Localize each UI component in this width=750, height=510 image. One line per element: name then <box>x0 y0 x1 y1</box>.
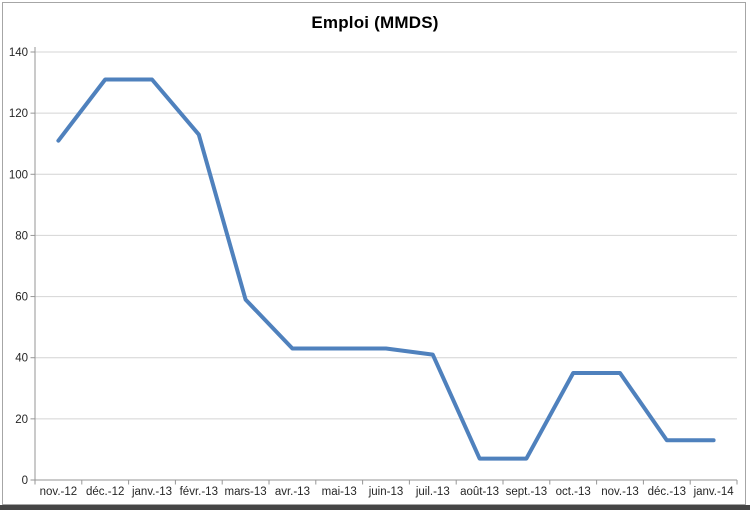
x-tick-label: janv.-13 <box>131 486 172 498</box>
x-tick-label: juin-13 <box>368 486 404 498</box>
x-tick-label: déc.-12 <box>86 486 124 498</box>
y-tick-label: 120 <box>9 108 28 120</box>
x-tick-label: août-13 <box>460 486 499 498</box>
x-tick-label: avr.-13 <box>275 486 310 498</box>
chart-frame <box>2 2 746 505</box>
y-tick-label: 20 <box>15 414 28 426</box>
x-tick-label: mai-13 <box>322 486 357 498</box>
y-tick-label: 40 <box>15 353 28 365</box>
x-tick-label: juil.-13 <box>415 486 450 498</box>
y-tick-label: 60 <box>15 292 28 304</box>
x-tick-label: mars-13 <box>225 486 267 498</box>
x-tick-label: févr.-13 <box>180 486 218 498</box>
x-tick-label: nov.-12 <box>40 486 78 498</box>
y-tick-label: 140 <box>9 47 28 59</box>
window-bottom-edge <box>0 505 750 510</box>
data-series-line <box>56 77 716 461</box>
chart-title: Emploi (MMDS) <box>311 13 439 32</box>
x-tick-label: janv.-14 <box>693 486 735 498</box>
x-tick-label: nov.-13 <box>601 486 639 498</box>
x-tick-label: oct.-13 <box>556 486 591 498</box>
y-tick-label: 100 <box>9 169 28 181</box>
y-tick-label: 0 <box>22 475 28 487</box>
x-tick-label: déc.-13 <box>648 486 686 498</box>
x-tick-label: sept.-13 <box>506 486 548 498</box>
y-tick-label: 80 <box>15 230 28 242</box>
